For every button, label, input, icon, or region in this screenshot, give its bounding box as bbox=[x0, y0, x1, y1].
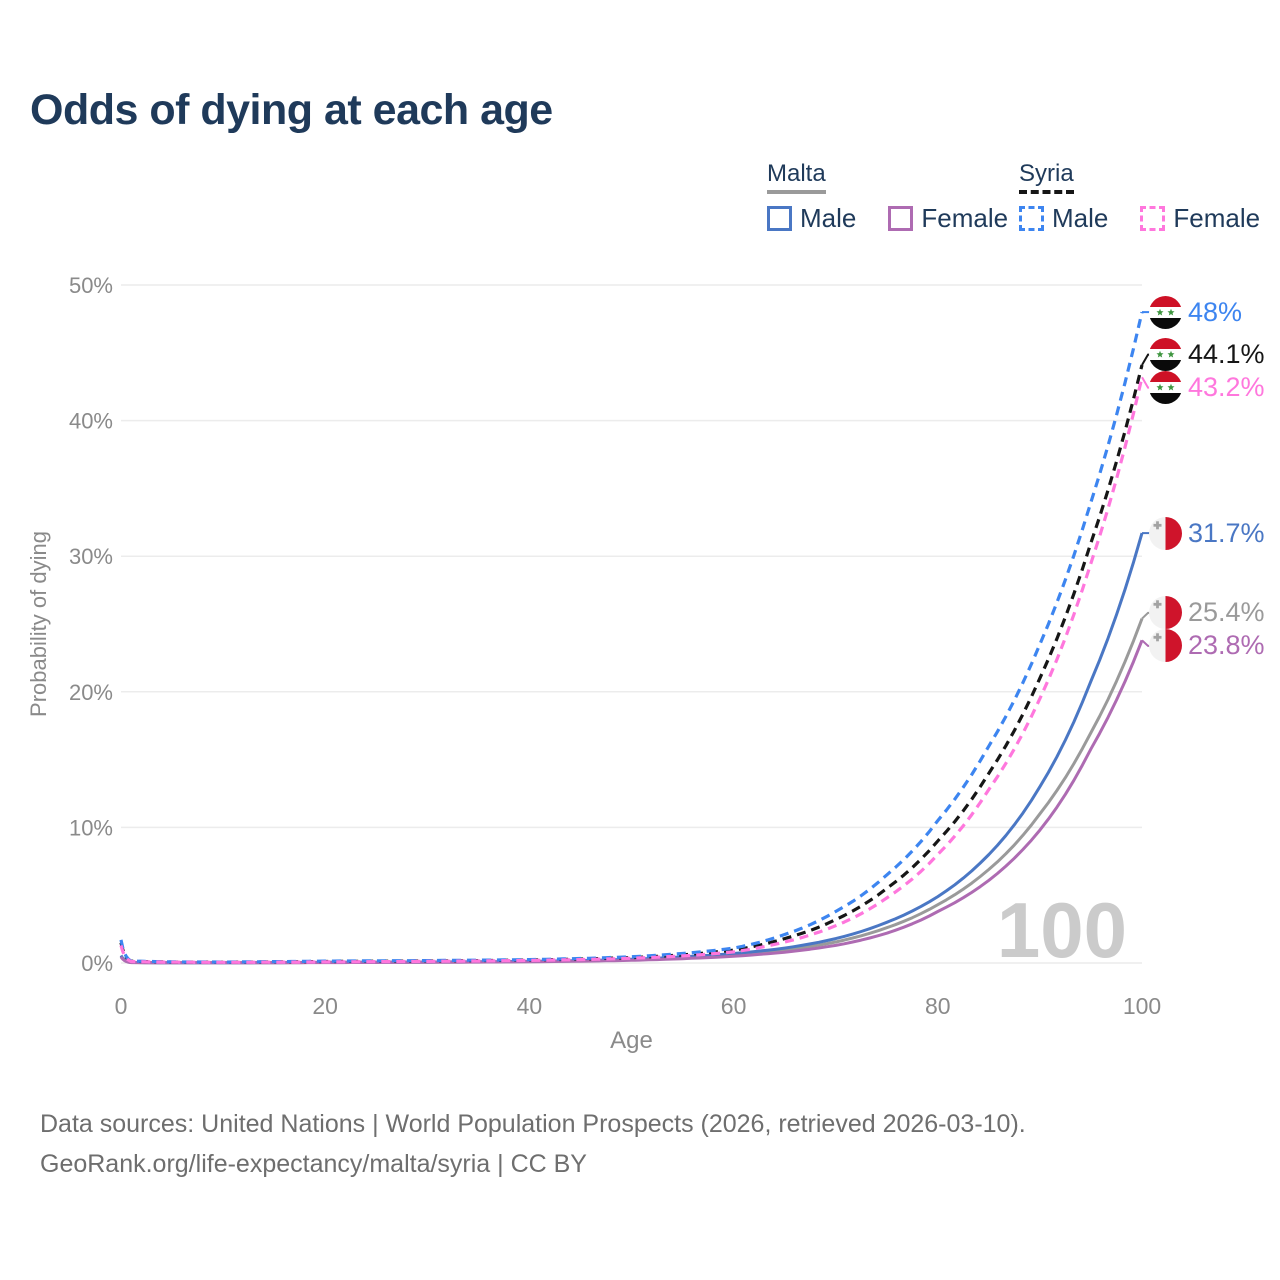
end-label-syria-both: 44.1% bbox=[1149, 338, 1265, 372]
x-tick-label: 20 bbox=[312, 993, 338, 1019]
x-tick-label: 40 bbox=[517, 993, 543, 1019]
malta-flag-image bbox=[1149, 596, 1182, 630]
malta-flag-icon bbox=[1149, 516, 1182, 550]
y-tick-label: 30% bbox=[69, 544, 113, 569]
end-label-malta-female: 23.8% bbox=[1149, 629, 1265, 663]
legend-label-malta-male: Male bbox=[800, 203, 857, 233]
y-tick-label: 10% bbox=[69, 815, 113, 840]
legend-label-malta-female: Female bbox=[921, 203, 1009, 233]
legend-item-syria-female[interactable]: Female bbox=[1140, 203, 1260, 234]
legend-item-malta-male[interactable]: Male bbox=[767, 203, 856, 234]
end-label-syria-female: 43.2% bbox=[1149, 371, 1265, 405]
end-label-value-malta-both: 25.4% bbox=[1188, 597, 1265, 628]
mortality-line-chart: 0% 10% 20% 30% 40% 50% 0 20 40 60 80 100 Age Probabil… bbox=[26, 273, 1161, 1054]
syria-flag-image bbox=[1149, 371, 1182, 405]
legend-group-malta: Malta Male Female bbox=[767, 160, 1008, 234]
end-label-value-syria-male: 48% bbox=[1188, 296, 1243, 327]
legend-country-syria: Syria bbox=[1019, 160, 1074, 194]
age-counter-watermark: 100 bbox=[997, 886, 1127, 974]
x-axis-title: Age bbox=[610, 1027, 653, 1054]
legend-label-syria-male: Male bbox=[1052, 203, 1109, 233]
line-syria-female bbox=[119, 376, 1144, 964]
malta-male-swatch-icon bbox=[767, 206, 792, 231]
end-label-syria-male: 48% bbox=[1149, 295, 1242, 329]
legend-items-syria: Male Female bbox=[1019, 203, 1260, 234]
syria-flag-icon bbox=[1149, 371, 1182, 405]
line-malta-female bbox=[119, 639, 1144, 965]
y-tick-label: 50% bbox=[69, 273, 113, 298]
end-label-malta-both: 25.4% bbox=[1149, 596, 1265, 630]
page-title: Odds of dying at each age bbox=[30, 86, 553, 134]
legend-item-malta-female[interactable]: Female bbox=[888, 203, 1008, 234]
syria-flag-image bbox=[1149, 338, 1182, 372]
end-label-value-malta-female: 23.8% bbox=[1188, 630, 1265, 661]
syria-female-swatch-icon bbox=[1140, 206, 1166, 231]
legend-country-malta: Malta bbox=[767, 160, 826, 194]
end-label-malta-male: 31.7% bbox=[1149, 516, 1265, 550]
y-tick-label: 40% bbox=[69, 409, 113, 434]
syria-flag-icon bbox=[1149, 295, 1182, 329]
legend-items-malta: Male Female bbox=[767, 203, 1008, 234]
legend-group-syria: Syria Male Female bbox=[1019, 160, 1260, 234]
x-tick-label: 100 bbox=[1123, 993, 1161, 1019]
x-tick-label: 60 bbox=[721, 993, 747, 1019]
footer-data-sources: Data sources: United Nations | World Pop… bbox=[40, 1110, 1026, 1138]
line-syria-both bbox=[119, 364, 1144, 964]
malta-female-swatch-icon bbox=[888, 206, 914, 231]
end-label-value-syria-both: 44.1% bbox=[1188, 339, 1265, 370]
y-axis-title: Probability of dying bbox=[26, 531, 51, 717]
footer: Data sources: United Nations | World Pop… bbox=[40, 1104, 1026, 1184]
x-tick-label: 80 bbox=[925, 993, 951, 1019]
legend: Malta Male Female Syria Male bbox=[0, 160, 1280, 255]
malta-flag-image bbox=[1149, 629, 1182, 663]
malta-flag-icon bbox=[1149, 596, 1182, 630]
end-label-value-malta-male: 31.7% bbox=[1188, 517, 1265, 548]
malta-flag-image bbox=[1149, 516, 1182, 550]
x-tick-label: 0 bbox=[115, 993, 128, 1019]
y-tick-label: 20% bbox=[69, 680, 113, 705]
malta-flag-icon bbox=[1149, 629, 1182, 663]
end-label-value-syria-female: 43.2% bbox=[1188, 372, 1265, 403]
y-tick-label: 0% bbox=[81, 951, 113, 976]
syria-male-swatch-icon bbox=[1019, 206, 1044, 231]
syria-flag-icon bbox=[1149, 338, 1182, 372]
legend-label-syria-female: Female bbox=[1173, 203, 1261, 233]
footer-attribution: GeoRank.org/life-expectancy/malta/syria … bbox=[40, 1150, 587, 1178]
legend-item-syria-male[interactable]: Male bbox=[1019, 203, 1108, 234]
syria-flag-image bbox=[1149, 295, 1182, 329]
line-syria-male bbox=[119, 311, 1144, 964]
